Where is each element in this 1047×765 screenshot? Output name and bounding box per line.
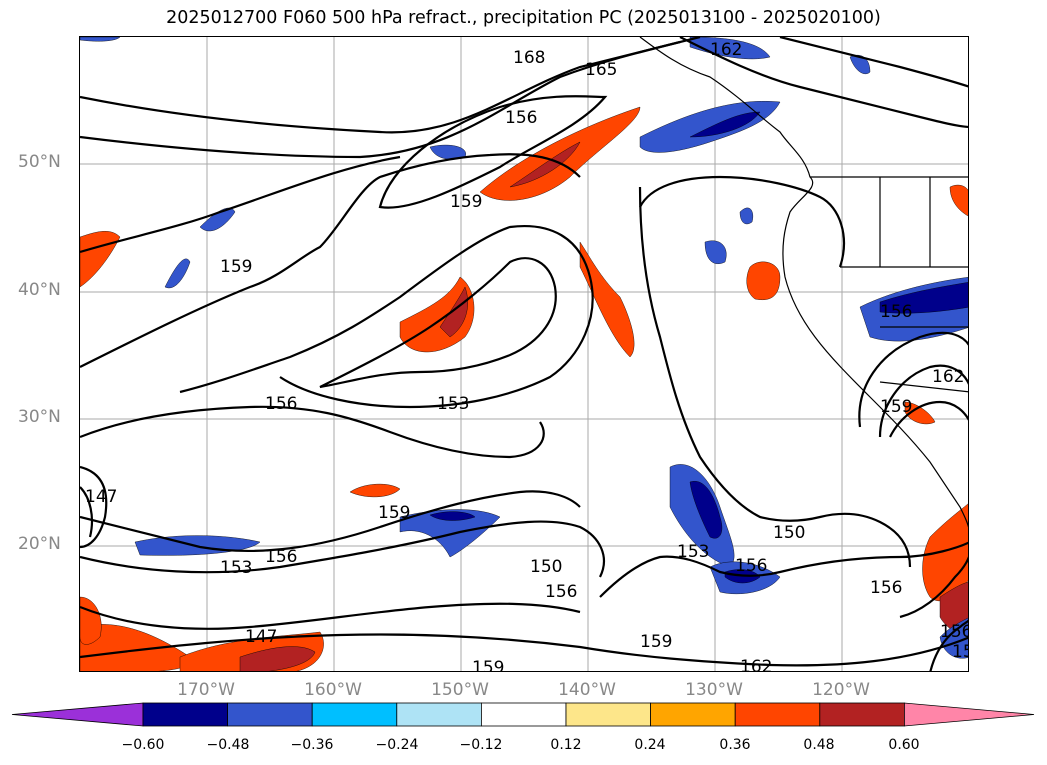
colorbar-cell (904, 702, 1035, 727)
lon-label-160w: 160°W (304, 680, 362, 700)
contour-label: 147 (85, 487, 117, 507)
colorbar-tick: −0.48 (206, 737, 250, 753)
lon-label-120w: 120°W (812, 680, 870, 700)
lat-label-30n: 30°N (18, 407, 61, 427)
contour-label: 168 (513, 48, 545, 68)
colorbar-cell (650, 702, 736, 727)
contour-label: 156 (880, 302, 912, 322)
contour-label: 150 (530, 557, 562, 577)
graticule (80, 37, 968, 671)
lon-label-130w: 130°W (685, 680, 743, 700)
contour-label: 165 (585, 60, 617, 80)
map-area: 168 165 162 156 159 159 153 156 147 159 … (79, 36, 969, 672)
contour-label: 156 (545, 582, 577, 602)
contour-label: 162 (932, 367, 964, 387)
lat-label-20n: 20°N (18, 534, 61, 554)
colorbar-tick: −0.60 (121, 737, 165, 753)
map-canvas: 168 165 162 156 159 159 153 156 147 159 … (80, 37, 969, 672)
contour-label: 156 (505, 108, 537, 128)
colorbar-cell (734, 702, 821, 727)
contour-label: 156 (940, 622, 969, 642)
contour-label: 162 (740, 657, 772, 672)
contour-label: 153 (952, 642, 969, 662)
coastline (639, 37, 968, 528)
lon-label-150w: 150°W (431, 680, 489, 700)
contour-label: 159 (378, 503, 410, 523)
contour-label: 156 (265, 547, 297, 567)
contour-label: 159 (472, 658, 504, 672)
colorbar-cell (396, 702, 482, 727)
colorbar-tick: −0.12 (459, 737, 503, 753)
contour-label: 159 (450, 192, 482, 212)
colorbar-cell (819, 702, 905, 727)
contour-label: 156 (265, 394, 297, 414)
contour-label: 159 (640, 632, 672, 652)
contour-label: 162 (710, 40, 742, 60)
contour-label: 153 (677, 542, 709, 562)
contour-label: 147 (245, 627, 277, 647)
lat-label-40n: 40°N (18, 280, 61, 300)
height-contours (80, 37, 968, 671)
lon-label-170w: 170°W (177, 680, 235, 700)
contour-label: 159 (220, 257, 252, 277)
colorbar-tick: 0.36 (719, 737, 751, 753)
lat-label-50n: 50°N (18, 152, 61, 172)
colorbar-tick: 0.60 (888, 737, 920, 753)
colorbar-cell (565, 702, 651, 727)
colorbar-tick: −0.36 (290, 737, 334, 753)
colorbar (11, 702, 1035, 727)
contour-label: 153 (220, 558, 252, 578)
colorbar-cell (11, 702, 144, 727)
contour-label: 153 (437, 394, 469, 414)
colorbar-cell (142, 702, 228, 727)
contour-label: 159 (880, 397, 912, 417)
colorbar-cell (227, 702, 313, 727)
contour-label: 156 (735, 556, 767, 576)
colorbar-tick: 0.48 (803, 737, 835, 753)
colorbar-cell (311, 702, 398, 727)
colorbar-tick: −0.24 (375, 737, 419, 753)
map-title: 2025012700 F060 500 hPa refract., precip… (166, 8, 881, 28)
lon-label-140w: 140°W (558, 680, 616, 700)
contour-label: 156 (870, 578, 902, 598)
colorbar-cell (480, 702, 567, 727)
colorbar-tick: 0.24 (634, 737, 666, 753)
contour-labels: 168 165 162 156 159 159 153 156 147 159 … (85, 40, 969, 672)
precip-shading (80, 37, 968, 671)
colorbar-tick: 0.12 (550, 737, 582, 753)
contour-label: 150 (773, 523, 805, 543)
